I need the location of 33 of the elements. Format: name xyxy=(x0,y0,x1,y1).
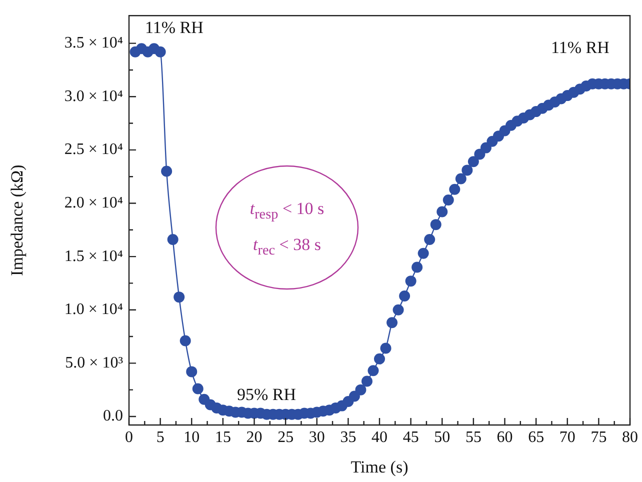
y-tick-label: 5.0 × 10³ xyxy=(65,354,124,372)
y-tick-label: 2.0 × 10⁴ xyxy=(64,194,124,212)
y-tick-label: 1.5 × 10⁴ xyxy=(64,248,124,265)
y-tick-label: 1.0 × 10⁴ xyxy=(64,301,124,318)
x-tick-label: 15 xyxy=(214,428,231,446)
x-tick-label: 30 xyxy=(308,428,325,446)
annotation: 11% RH xyxy=(551,38,610,58)
y-axis-title: Impedance (kΩ) xyxy=(8,164,27,276)
x-tick-label: 65 xyxy=(528,428,544,446)
x-tick-label: 5 xyxy=(156,428,164,446)
x-tick-label: 75 xyxy=(590,428,607,446)
x-tick-label: 70 xyxy=(559,428,576,446)
x-tick-label: 25 xyxy=(278,428,294,446)
x-tick-label: 40 xyxy=(372,428,388,446)
annotation: t$_{resp}$ < 10 s xyxy=(248,199,326,224)
x-tick-label: 80 xyxy=(622,428,638,446)
x-tick-label: 0 xyxy=(125,428,133,446)
annotation: 95% RH xyxy=(237,385,296,405)
annotation: 11% RH xyxy=(145,18,204,38)
x-tick-label: 50 xyxy=(434,428,450,446)
x-tick-label: 10 xyxy=(184,428,200,446)
x-tick-label: 20 xyxy=(246,428,262,446)
x-tick-label: 60 xyxy=(496,428,513,446)
x-axis-title: Time (s) xyxy=(350,457,408,476)
y-tick-label: 2.5 × 10⁴ xyxy=(64,141,124,158)
ellipse-outline: t$_{resp}$ < 10 s t$_{rec}$ < 38 s xyxy=(215,165,359,290)
annotation: t$_{rec}$ < 38 s xyxy=(252,235,322,260)
y-tick-label: 3.5 × 10⁴ xyxy=(64,34,124,52)
x-tick-label: 45 xyxy=(402,428,419,446)
x-tick-label: 55 xyxy=(465,428,482,446)
x-tick-label: 35 xyxy=(340,428,356,446)
y-tick-label: 3.0 × 10⁴ xyxy=(64,88,124,105)
y-tick-label: 0.0 xyxy=(103,408,123,425)
